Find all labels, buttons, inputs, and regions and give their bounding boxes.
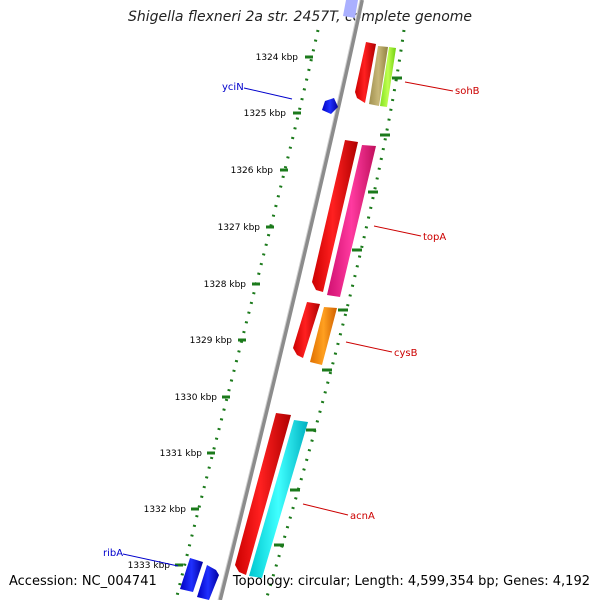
gene-cysB-red[interactable] [293,302,320,358]
gene-labels: sohB topA cysB acnA yciN ribA [103,82,480,559]
gene-acnA-cyan[interactable] [249,420,308,578]
backbone-highlight [217,0,361,600]
tick-label: 1325 kbp [244,109,287,119]
tick-label: 1327 kbp [218,223,261,233]
topology-text: Topology: circular; Length: 4,599,354 bp… [232,574,590,589]
tick-label: 1331 kbp [160,449,203,459]
gene-label-sohB: sohB [455,86,480,97]
gene-olive[interactable] [369,46,388,106]
gene-label-cysB: cysB [394,348,418,359]
gene-sohB-red[interactable] [355,42,376,103]
inner-ticks [175,55,313,567]
map-title: Shigella flexneri 2a str. 2457T, complet… [127,9,473,25]
tick-label: 1332 kbp [144,505,187,515]
tick-label: 1330 kbp [175,393,218,403]
gene-lime[interactable] [380,47,396,107]
gene-ribA-1[interactable] [180,558,203,592]
gene-topA-pink[interactable] [327,145,376,297]
gene-label-topA: topA [423,232,446,243]
gene-topA-red[interactable] [312,140,358,292]
accession-text: Accession: NC_004741 [9,574,157,589]
kbp-labels: 1324 kbp 1325 kbp 1326 kbp 1327 kbp 1328… [128,53,299,571]
gene-label-acnA: acnA [350,511,375,522]
tick-label: 1333 kbp [128,561,171,571]
gene-acnA-red[interactable] [235,413,291,575]
gene-label-ribA: ribA [103,548,123,559]
genome-backbone [218,0,364,600]
gene-ribA-2[interactable] [197,565,219,600]
gene-cysB-orange[interactable] [310,307,337,365]
partial-feature-top [343,0,358,18]
leader-lines [122,81,454,567]
outer-ticks [274,76,402,547]
tick-label: 1326 kbp [231,166,274,176]
tick-label: 1328 kbp [204,280,247,290]
gene-label-yciN: yciN [222,82,244,93]
gene-yciN-arrow[interactable] [322,98,338,114]
tick-label: 1329 kbp [190,336,233,346]
tick-label: 1324 kbp [256,53,299,63]
